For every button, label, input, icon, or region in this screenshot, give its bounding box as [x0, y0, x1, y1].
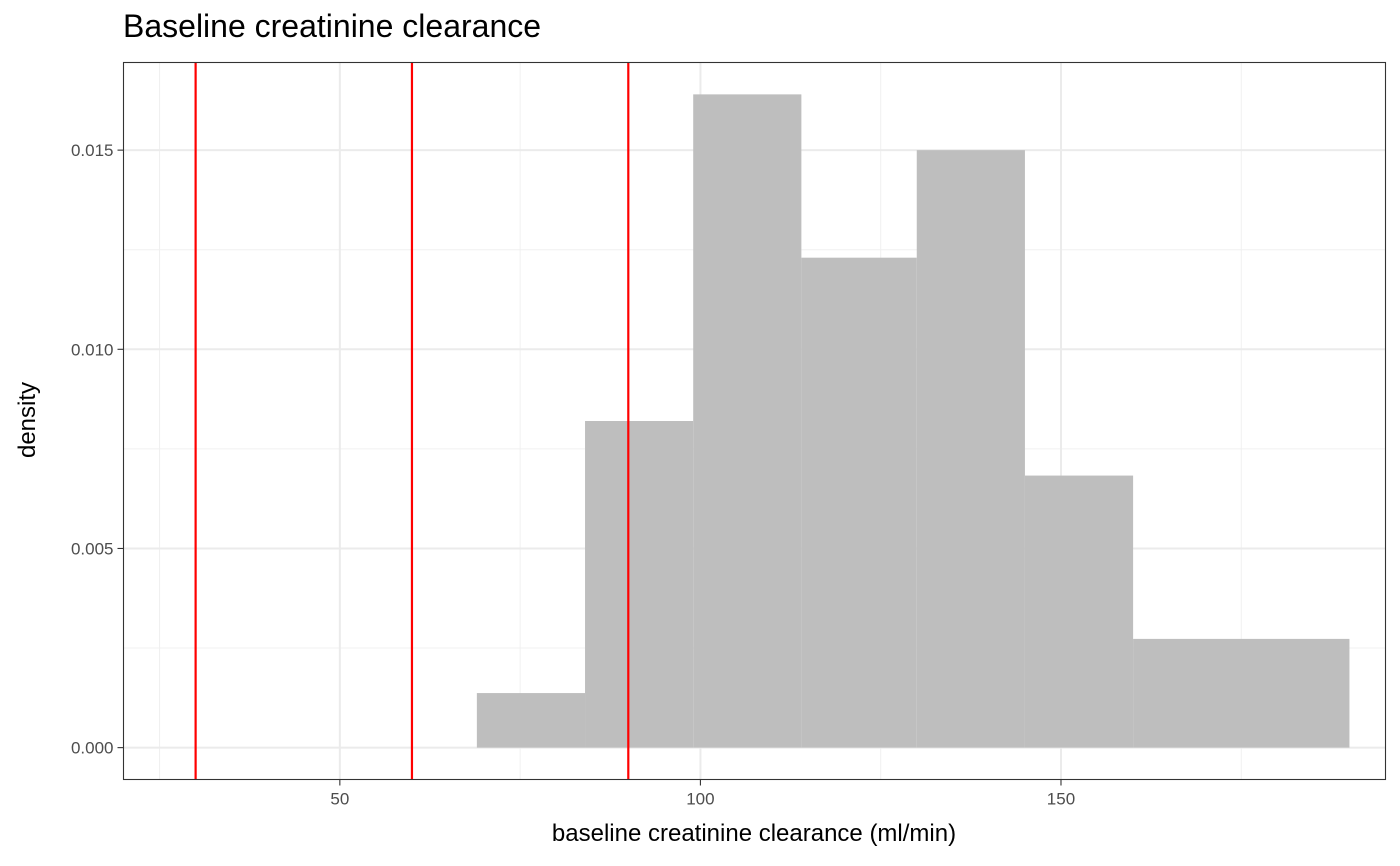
- y-axis-ticks: 0.000 0.005 0.010 0.015: [71, 141, 124, 758]
- x-axis-ticks: 50 100 150: [330, 779, 1075, 809]
- x-tick-label: 50: [330, 790, 349, 809]
- histogram-bar: [801, 257, 917, 748]
- x-tick-label: 100: [686, 790, 714, 809]
- histogram-bar: [476, 693, 586, 748]
- histogram-bar: [1024, 475, 1134, 748]
- x-tick-label: 150: [1047, 790, 1075, 809]
- panel-border: [122, 61, 1387, 781]
- histogram-bar: [693, 94, 802, 748]
- y-tick-label: 0.000: [71, 739, 114, 758]
- y-tick-label: 0.005: [71, 539, 114, 558]
- x-axis-label: baseline creatinine clearance (ml/min): [551, 820, 957, 847]
- histogram-bars: [476, 94, 1350, 748]
- histogram-bar: [916, 150, 1025, 748]
- reference-lines: [194, 62, 630, 780]
- histogram-bar: [1133, 638, 1350, 748]
- chart-title: Baseline creatinine clearance: [123, 8, 542, 44]
- y-tick-label: 0.010: [71, 340, 114, 359]
- histogram-bar: [585, 421, 694, 748]
- y-tick-label: 0.015: [71, 141, 114, 160]
